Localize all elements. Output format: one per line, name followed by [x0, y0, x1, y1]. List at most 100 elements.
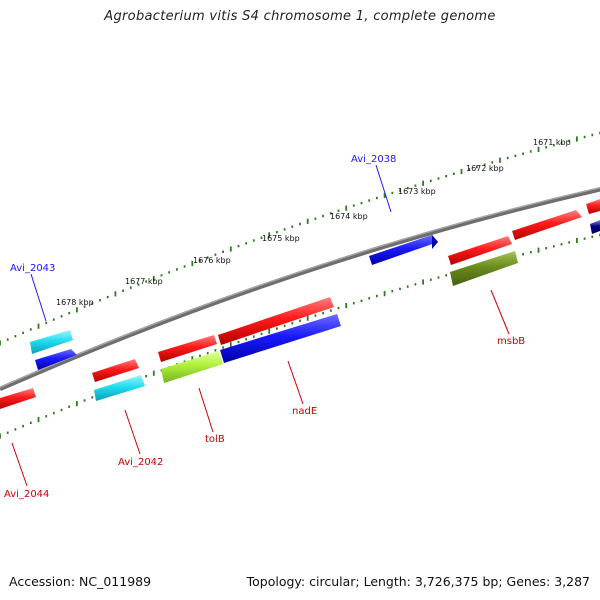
label-Avi_2042[interactable]: Avi_2042 — [118, 457, 163, 468]
leader-Avi_2043 — [30, 273, 47, 322]
leader-Avi_2044 — [11, 442, 28, 487]
leader-Avi_2038 — [375, 164, 392, 213]
inner-scale-tick — [383, 291, 386, 297]
label-msbB[interactable]: msbB — [497, 336, 525, 347]
inner-scale-tick — [37, 417, 40, 423]
gene-tolB-upper-arrow[interactable] — [158, 335, 217, 362]
inner-scale-tick — [591, 235, 594, 238]
inner-scale-tick — [145, 375, 148, 378]
outer-scale-tick — [145, 280, 148, 283]
outer-scale-tick — [429, 179, 432, 183]
inner-scale-tick — [152, 370, 155, 376]
inner-scale-tick — [399, 287, 401, 291]
outer-scale-tick — [299, 222, 301, 226]
outer-scale-tick — [522, 152, 524, 155]
inner-scale-tick — [199, 354, 201, 358]
inner-scale-tick — [522, 253, 524, 256]
gene-right-upper-arrow-2[interactable] — [448, 236, 512, 265]
accession-text: Accession: NC_011989 — [9, 574, 152, 589]
label-nadE[interactable]: nadE — [292, 406, 317, 417]
outer-scale-tick — [114, 291, 117, 297]
outer-scale-tick — [214, 253, 217, 256]
inner-scale-tick — [322, 311, 324, 315]
map-title: Agrobacterium vitis S4 chromosome 1, com… — [104, 9, 496, 24]
outer-scale-tick — [460, 168, 463, 175]
inner-scale-tick — [360, 299, 363, 302]
inner-scale-tick — [68, 405, 71, 408]
gene-Avi_2044-arrow[interactable] — [0, 388, 36, 409]
gene-nadE-arrow[interactable] — [220, 314, 341, 363]
inner-scale-tick — [245, 338, 248, 341]
label-Avi_2043[interactable]: Avi_2043 — [10, 263, 55, 274]
outer-scale-tick — [160, 274, 163, 277]
outer-scale-tick — [437, 177, 440, 180]
outer-scale-tick — [322, 214, 324, 218]
gene-msbB-arrow[interactable] — [450, 251, 518, 286]
inner-scale-tick — [252, 335, 255, 338]
outer-scale-tick — [45, 321, 48, 325]
outer-scale-tick — [445, 175, 448, 178]
outer-scale-tick — [0, 340, 1, 346]
outer-scale-tick — [60, 315, 63, 318]
outer-scale-tick — [452, 172, 455, 175]
inner-scale-tick — [429, 278, 432, 281]
gene-Avi_2042-upper-arrow[interactable] — [92, 359, 139, 382]
inner-scale-tick — [268, 328, 271, 334]
inner-scale-tick — [576, 237, 578, 244]
outer-scale-tick — [314, 217, 317, 220]
inner-scale-tick — [206, 351, 209, 355]
label-Avi_2038[interactable]: Avi_2038 — [351, 154, 396, 165]
chromosome-backbone-highlight — [0, 187, 600, 389]
gene-nadE-upper-arrow[interactable] — [218, 297, 334, 345]
inner-scale-tick — [45, 415, 48, 418]
outer-scale-tick — [283, 228, 286, 231]
label-tolB[interactable]: tolB — [205, 434, 225, 445]
inner-scale-tick — [376, 294, 378, 298]
outer-scale-tick — [191, 260, 194, 267]
inner-scale-tick — [352, 302, 355, 305]
scale-label-1674: 1674 kbp — [330, 212, 368, 221]
outer-scale-tick — [6, 338, 9, 341]
outer-scale-tick — [29, 328, 32, 331]
outer-scale-tick — [76, 307, 78, 313]
inner-scale-tick — [283, 324, 286, 328]
outer-scale-tick — [245, 242, 248, 245]
outer-scale-tick — [483, 163, 486, 166]
outer-scale-tick — [252, 239, 255, 242]
scale-label-1675: 1675 kbp — [262, 234, 300, 243]
inner-scale-tick — [406, 285, 409, 288]
inner-scale-tick — [214, 349, 217, 352]
outer-scale-tick — [291, 225, 294, 228]
outer-scale-tick — [337, 209, 340, 212]
outer-scale-tick — [152, 275, 155, 282]
gene-edge-navy-arrow[interactable] — [590, 220, 600, 234]
gene-Avi_2043-blue-arrow[interactable] — [35, 349, 77, 370]
outer-scale-tick — [360, 201, 363, 205]
leader-tolB — [198, 387, 214, 433]
gene-Avi_2043-cyan-arrow[interactable] — [30, 330, 73, 354]
gene-Avi_2038-arrow[interactable] — [369, 235, 438, 265]
inner-scale-tick — [60, 408, 63, 412]
outer-scale-tick — [183, 265, 186, 268]
scale-label-1676: 1676 kbp — [193, 256, 231, 265]
gene-edge-upper-arrow[interactable] — [586, 199, 600, 214]
inner-scale-tick — [260, 332, 263, 336]
inner-scale-tick — [552, 245, 555, 248]
inner-scale-tick — [6, 431, 9, 434]
inner-scale-tick — [329, 309, 332, 312]
gene-right-upper-arrow-1[interactable] — [512, 210, 582, 240]
outer-scale-tick — [229, 246, 232, 252]
scale-label-1671: 1671 kbp — [533, 138, 571, 147]
label-Avi_2044[interactable]: Avi_2044 — [4, 489, 49, 500]
outer-scale-ring — [0, 131, 600, 346]
gene-Avi_2042-arrow[interactable] — [94, 375, 145, 401]
outer-scale-tick — [537, 146, 540, 152]
gene-tolB-arrow[interactable] — [161, 351, 223, 383]
outer-scale-tick — [591, 133, 594, 137]
inner-scale-tick — [237, 340, 240, 344]
outer-scale-tick — [376, 196, 378, 200]
outer-scale-tick — [391, 191, 394, 195]
outer-scale-tick — [122, 289, 124, 292]
scale-label-1677: 1677 kbp — [125, 277, 163, 286]
outer-scale-tick — [345, 205, 348, 211]
